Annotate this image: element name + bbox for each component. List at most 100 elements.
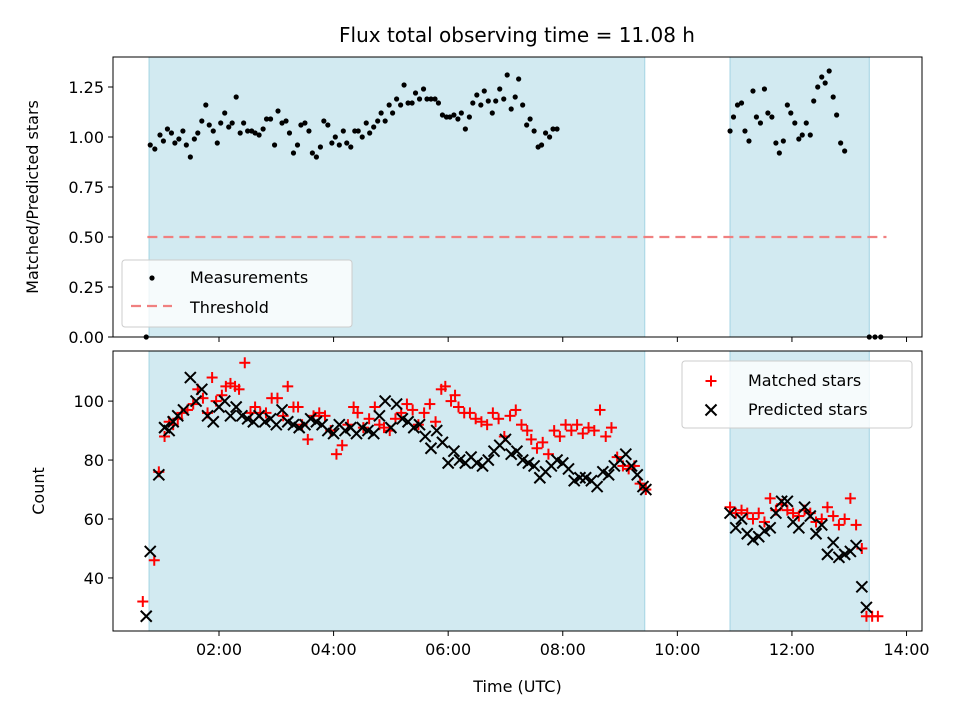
measurement-point xyxy=(222,110,228,116)
measurement-point xyxy=(730,114,737,120)
measurement-point xyxy=(160,138,167,144)
top-y-axis-label: Matched/Predicted stars xyxy=(23,100,42,294)
matched-star-marker xyxy=(872,610,884,622)
matched-star-marker xyxy=(577,428,589,440)
measurement-point xyxy=(348,144,354,150)
matched-star-marker xyxy=(548,425,560,437)
measurement-point xyxy=(152,146,158,152)
measurement-point xyxy=(524,122,530,128)
matched-star-marker xyxy=(583,422,595,434)
predicted-star-marker xyxy=(140,610,153,623)
measurement-point xyxy=(826,68,832,74)
matched-star-marker xyxy=(452,401,464,413)
matched-star-marker xyxy=(470,413,482,425)
predicted-star-marker xyxy=(378,394,392,408)
measurement-point xyxy=(474,92,480,98)
predicted-star-marker xyxy=(860,601,873,614)
bottom-legend: Matched stars Predicted stars xyxy=(681,360,913,429)
observing-band-1 xyxy=(149,351,645,631)
measurement-point xyxy=(279,120,285,126)
y-tick-label: 0.50 xyxy=(68,228,104,247)
measurement-point xyxy=(191,136,197,142)
measurement-point xyxy=(435,100,442,106)
measurement-point xyxy=(788,110,794,116)
predicted-star-marker xyxy=(631,468,644,481)
predicted-star-marker xyxy=(441,456,455,470)
measurement-point xyxy=(187,154,193,160)
y-tick-label: 0.75 xyxy=(68,178,104,197)
measurement-point xyxy=(428,96,434,102)
measurement-point xyxy=(206,122,212,128)
matched-star-marker xyxy=(605,422,617,434)
predicted-star-marker xyxy=(821,548,834,561)
measurement-point xyxy=(769,114,775,120)
matched-star-marker xyxy=(348,401,360,413)
matched-star-marker xyxy=(504,410,516,422)
top-y-ticks: 0.00 0.25 0.50 0.75 1.00 1.25 xyxy=(68,78,113,347)
measurement-point xyxy=(416,96,423,102)
predicted-star-marker xyxy=(482,453,495,467)
matched-star-marker xyxy=(844,492,856,504)
measurement-point xyxy=(290,150,297,156)
measurement-point xyxy=(210,128,216,134)
x-tick-label: 08:00 xyxy=(540,640,586,659)
y-tick-label: 1.00 xyxy=(68,128,104,147)
matched-star-marker xyxy=(565,425,577,437)
predicted-star-marker xyxy=(602,468,615,481)
measurement-points xyxy=(143,68,884,340)
measurement-point xyxy=(776,150,782,156)
matched-star-marker xyxy=(439,380,451,392)
measurement-point xyxy=(294,142,301,148)
predicted-star-marker xyxy=(413,418,426,431)
measurement-point xyxy=(329,140,335,146)
predicted-star-marker xyxy=(424,442,438,455)
matched-star-marker xyxy=(282,380,294,392)
predicted-star-marker xyxy=(590,480,604,493)
measurement-point xyxy=(527,116,533,122)
predicted-star-marker xyxy=(224,409,237,423)
x-axis-label: Time (UTC) xyxy=(472,677,561,696)
measurement-point xyxy=(386,102,392,108)
measurement-point xyxy=(424,96,430,102)
measurement-point xyxy=(325,122,331,128)
measurement-point xyxy=(241,120,247,126)
matched-star-marker xyxy=(753,507,765,519)
predicted-star-marker xyxy=(729,521,742,535)
measurement-point xyxy=(773,140,779,146)
measurement-point xyxy=(256,132,262,138)
measurement-point xyxy=(237,130,243,136)
measurement-point xyxy=(746,138,752,144)
matched-star-marker xyxy=(378,422,390,434)
measurement-point xyxy=(195,130,201,136)
matched-star-marker xyxy=(233,383,245,395)
legend-threshold-label: Threshold xyxy=(189,298,269,317)
matched-star-marker xyxy=(531,442,543,454)
matched-star-marker xyxy=(736,504,748,516)
measurement-point xyxy=(157,132,163,138)
predicted-star-marker xyxy=(430,424,443,437)
legend-plus xyxy=(705,375,717,387)
measurement-point xyxy=(302,120,308,126)
measurement-point xyxy=(321,118,327,124)
predicted-star-marker xyxy=(855,580,869,593)
measurement-point xyxy=(799,132,805,138)
predicted-star-marker xyxy=(625,459,638,473)
measurement-point xyxy=(183,142,189,148)
measurement-point xyxy=(508,106,514,112)
measurement-point xyxy=(815,84,821,90)
measurement-point xyxy=(497,86,503,92)
predicted-star-marker xyxy=(218,394,231,408)
measurement-point xyxy=(742,128,748,134)
predicted-star-marker xyxy=(499,433,512,446)
measurement-point xyxy=(317,144,324,150)
measurement-point xyxy=(796,136,802,142)
matched-star-marker xyxy=(588,425,600,437)
predicted-star-marker xyxy=(189,394,203,408)
measurement-point xyxy=(226,124,232,130)
predicted-star-marker xyxy=(763,521,777,535)
measurement-point xyxy=(784,102,790,108)
measurement-point xyxy=(309,150,315,156)
y-tick-label: 0.00 xyxy=(68,328,104,347)
measurement-point xyxy=(176,136,182,142)
measurement-point xyxy=(811,98,817,104)
